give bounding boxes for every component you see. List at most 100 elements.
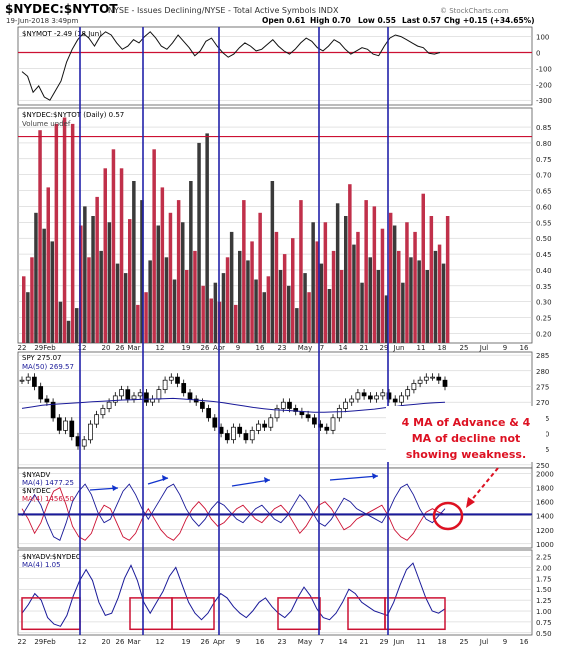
x-tick-label-bottom: 23 bbox=[278, 638, 287, 646]
x-tick-label-bottom: 20 bbox=[102, 638, 111, 646]
data-bar bbox=[234, 304, 238, 343]
x-tick-label-top: 29 bbox=[380, 344, 389, 352]
data-bar bbox=[339, 270, 344, 343]
x-tick-label-bottom: 9 bbox=[236, 638, 240, 646]
data-bar bbox=[270, 181, 275, 343]
candle-body bbox=[56, 417, 62, 431]
x-tick-label-top: 25 bbox=[460, 344, 469, 352]
chart-symbol: $NYDEC:$NYTOT bbox=[5, 2, 118, 16]
candle-body bbox=[44, 398, 50, 403]
data-bar bbox=[164, 257, 169, 343]
data-bar bbox=[119, 168, 124, 343]
data-bar bbox=[445, 216, 450, 343]
data-bar bbox=[22, 276, 26, 343]
panel-frame-5 bbox=[17, 549, 533, 636]
x-tick-label-bottom: Mar bbox=[127, 638, 140, 646]
candle-body bbox=[361, 392, 367, 397]
data-bar bbox=[242, 200, 246, 343]
data-bar bbox=[278, 270, 283, 343]
x-tick-label-top: 16 bbox=[256, 344, 265, 352]
candle-body bbox=[399, 395, 404, 403]
candle-body bbox=[442, 379, 448, 387]
x-tick-label-top: 12 bbox=[156, 344, 165, 352]
data-bar bbox=[197, 142, 201, 343]
panel-legend-2: MA(50) 269.57 bbox=[22, 363, 74, 371]
data-bar bbox=[144, 292, 148, 343]
data-bar bbox=[319, 263, 324, 343]
candle-body bbox=[324, 426, 330, 431]
y-tick-label: 250 bbox=[536, 462, 549, 470]
data-bar bbox=[50, 241, 54, 343]
y-tick-label: 0.45 bbox=[536, 251, 552, 259]
x-tick-label-top: Jun bbox=[393, 344, 405, 352]
data-bar bbox=[185, 270, 189, 343]
data-bar bbox=[99, 250, 103, 343]
y-tick-label: 0.80 bbox=[536, 140, 552, 148]
data-bar bbox=[95, 196, 99, 343]
annotation-line-3: showing weakness. bbox=[406, 448, 526, 461]
panel-legend-2: MA(4) 1477.25 bbox=[22, 479, 74, 487]
x-tick-label-bottom: 26 bbox=[201, 638, 210, 646]
y-tick-label: 0.35 bbox=[536, 283, 552, 291]
data-bar bbox=[62, 117, 67, 343]
candle-body bbox=[88, 423, 93, 441]
candle-body bbox=[125, 389, 131, 400]
nymot-line bbox=[21, 31, 441, 101]
y-tick-label: 1800 bbox=[536, 485, 554, 493]
data-bar bbox=[70, 123, 75, 344]
x-tick-label-bottom: 19 bbox=[182, 638, 191, 646]
y-tick-label: 0.50 bbox=[536, 630, 552, 638]
candle-body bbox=[305, 414, 311, 419]
panel-legend-4: MA(4) 1456.50 bbox=[22, 495, 74, 503]
candle-body bbox=[423, 376, 429, 381]
nyadv-ma-line bbox=[21, 483, 446, 541]
data-bar bbox=[266, 276, 271, 343]
y-tick-label: 0.30 bbox=[536, 299, 552, 307]
x-tick-label-bottom: 16 bbox=[256, 638, 265, 646]
candle-body bbox=[224, 433, 230, 441]
trend-arrow-head bbox=[372, 473, 378, 479]
data-bar bbox=[417, 260, 421, 343]
x-tick-label-top: 29Feb bbox=[34, 344, 56, 352]
chart-date: 19-Jun-2018 3:49pm bbox=[6, 17, 78, 25]
annotation: 4 MA of Advance & 4 MA of decline not sh… bbox=[386, 406, 546, 531]
candle-body bbox=[231, 426, 236, 441]
y-tick-label: 0.60 bbox=[536, 203, 552, 211]
x-tick-label-bottom: 25 bbox=[460, 638, 469, 646]
x-tick-label-bottom: 7 bbox=[320, 638, 324, 646]
x-tick-label-bottom: 12 bbox=[78, 638, 87, 646]
last-value: Last 0.57 bbox=[402, 16, 441, 25]
data-bar bbox=[254, 279, 258, 343]
data-bar bbox=[209, 298, 213, 343]
y-tick-label: 0.75 bbox=[536, 156, 552, 164]
x-tick-label-bottom: 29Feb bbox=[34, 638, 56, 646]
data-bar bbox=[79, 225, 83, 343]
data-bar bbox=[160, 187, 165, 343]
y-tick-label: 280 bbox=[536, 368, 549, 376]
y-tick-label: 0.50 bbox=[536, 235, 552, 243]
highlight-circle bbox=[432, 501, 464, 531]
y-tick-label: 2.00 bbox=[536, 564, 552, 572]
x-tick-label-bottom: 11 bbox=[417, 638, 426, 646]
data-bar bbox=[213, 282, 218, 343]
trend-arrow-head bbox=[162, 475, 168, 481]
x-tick-label-bottom: 22 bbox=[18, 638, 27, 646]
candle-body bbox=[156, 389, 162, 400]
panel-frame-1 bbox=[17, 26, 533, 106]
x-tick-label-top: 19 bbox=[182, 344, 191, 352]
candle-body bbox=[280, 401, 286, 409]
data-bar bbox=[274, 231, 279, 343]
data-bar bbox=[205, 133, 209, 343]
trend-arrow-head bbox=[112, 485, 118, 491]
data-bar bbox=[401, 282, 405, 343]
data-bar bbox=[356, 231, 360, 343]
data-bar bbox=[372, 206, 377, 343]
data-bar bbox=[229, 231, 234, 343]
chart-description: NYSE - Issues Declining/NYSE - Total Act… bbox=[108, 6, 339, 15]
data-bar bbox=[58, 301, 63, 343]
x-tick-label-bottom: May bbox=[298, 638, 312, 646]
candle-body bbox=[69, 420, 75, 438]
data-bar bbox=[388, 212, 393, 343]
candle-body bbox=[181, 383, 187, 394]
data-bar bbox=[437, 244, 442, 343]
